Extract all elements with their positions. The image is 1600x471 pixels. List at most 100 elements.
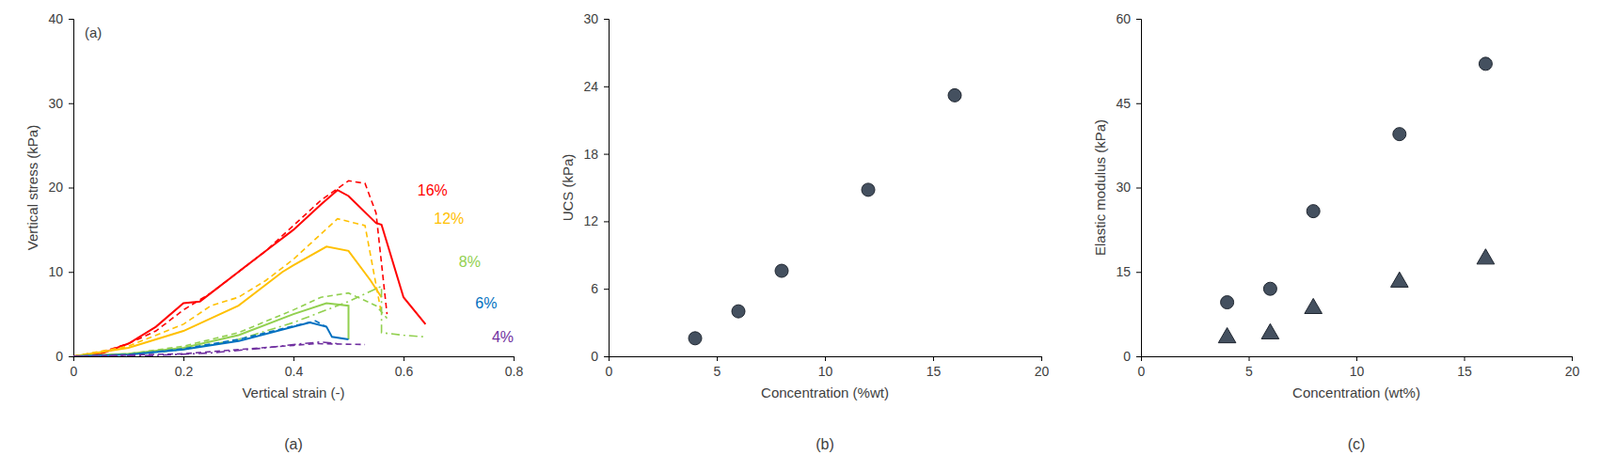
point (1478, 57, 1492, 71)
tick: 0 (55, 348, 74, 365)
point (731, 304, 745, 318)
tick-mark (68, 356, 74, 358)
y-axis-title: Elastic modulus (kPa) (1092, 119, 1109, 256)
y-axis: 0 6 12 18 24 30 (583, 11, 609, 365)
tick-mark (1136, 18, 1141, 20)
tick-label: 30 (583, 11, 599, 27)
tick: 5 (1245, 356, 1253, 380)
axis-line (68, 19, 75, 358)
series-line (73, 286, 426, 357)
plot-area (1218, 57, 1494, 344)
tick-label: 0 (70, 364, 79, 380)
tick-label: 18 (583, 146, 599, 162)
tick-label: 6 (590, 281, 599, 297)
tick-label: 0.6 (395, 364, 414, 380)
caption: (c) (1347, 436, 1366, 453)
tick: 0 (605, 356, 614, 380)
tick-mark (603, 86, 609, 88)
series-line (73, 322, 349, 357)
panel-label: (a) (84, 24, 102, 41)
tick: 0.2 (174, 356, 194, 380)
tick-label: 60 (1115, 11, 1131, 27)
tick-mark (183, 356, 185, 362)
tick-mark (1571, 356, 1573, 362)
x-axis: 05101520 (605, 356, 1050, 380)
tick-label: 12 (583, 213, 599, 229)
tick-mark (68, 18, 74, 20)
tick: 60 (1115, 11, 1141, 27)
tick-label: 20 (1565, 364, 1581, 380)
series-line (73, 293, 387, 357)
tick-label: 20 (1034, 364, 1050, 380)
point (1390, 271, 1409, 287)
tick-mark (1041, 356, 1043, 362)
tick: 15 (1457, 356, 1473, 380)
series-line (73, 320, 327, 357)
tick-label: 30 (1115, 179, 1131, 195)
tick: 30 (47, 95, 74, 111)
point (1304, 298, 1323, 314)
tick: 10 (47, 264, 74, 280)
tick-mark (1464, 356, 1466, 362)
tick-mark (1136, 188, 1141, 190)
panel-2: 05101520015304560Concentration (wt%)Elas… (1092, 11, 1580, 453)
x-axis: 0 0.2 0.4 0.6 0.8 (70, 356, 524, 380)
tick-label: 30 (47, 95, 64, 111)
x-axis-title: Concentration (wt%) (1292, 384, 1421, 401)
tick: 10 (818, 356, 834, 380)
tick-label: 0.2 (174, 364, 194, 380)
point (688, 332, 702, 346)
tick-label: 5 (1245, 364, 1253, 380)
tick-mark (513, 356, 515, 362)
tick-mark (68, 188, 74, 190)
tick-label: 0 (55, 348, 64, 365)
annotation: 16% (417, 182, 448, 199)
annotation: 6% (475, 295, 497, 312)
tick-mark (293, 356, 295, 362)
point (775, 264, 789, 278)
tick-label: 0 (1123, 348, 1131, 365)
tick-mark (1249, 356, 1251, 362)
tick-label: 40 (47, 11, 64, 27)
tick: 20 (1034, 356, 1050, 380)
tick-mark (1136, 103, 1141, 105)
x-axis-title: Concentration (%wt) (760, 384, 889, 401)
tick: 0 (590, 348, 609, 365)
tick: 0.8 (505, 356, 524, 380)
point (861, 183, 875, 197)
panel-1: 051015200 6 12 18 24 30 Concentration (%wt) UCS… (559, 11, 1049, 453)
series-line (73, 344, 365, 357)
tick: 20 (1565, 356, 1581, 380)
tick-label: 0.4 (285, 364, 304, 380)
tick-mark (716, 356, 718, 362)
tick: 30 (1115, 179, 1141, 195)
tick-mark (1136, 356, 1141, 358)
axis-line (609, 357, 1043, 363)
tick: 0.4 (285, 356, 304, 380)
series-line (73, 190, 426, 357)
series-line (73, 180, 387, 357)
series-line (73, 302, 349, 357)
series-line (73, 342, 338, 357)
tick-label: 10 (1349, 364, 1365, 380)
tick-mark (68, 103, 74, 105)
tick: 0 (1123, 348, 1141, 365)
tick: 45 (1115, 95, 1141, 111)
tick-mark (68, 271, 74, 273)
tick-label: 24 (583, 79, 599, 95)
tick: 20 (47, 179, 74, 195)
y-axis-title: UCS (kPa) (559, 154, 576, 222)
tick: 18 (583, 146, 609, 162)
tick-label: 10 (818, 364, 834, 380)
point (1263, 282, 1277, 296)
tick-mark (933, 356, 935, 362)
y-axis: 015304560 (1115, 11, 1141, 365)
tick-label: 0 (1138, 364, 1146, 380)
x-axis-title: Vertical strain (-) (241, 384, 345, 401)
point (1261, 323, 1280, 339)
plot-area (73, 180, 426, 357)
tick-label: 0.8 (505, 364, 524, 380)
tick-mark (603, 18, 609, 20)
plot-area (688, 88, 962, 345)
tick-mark (1356, 356, 1358, 362)
